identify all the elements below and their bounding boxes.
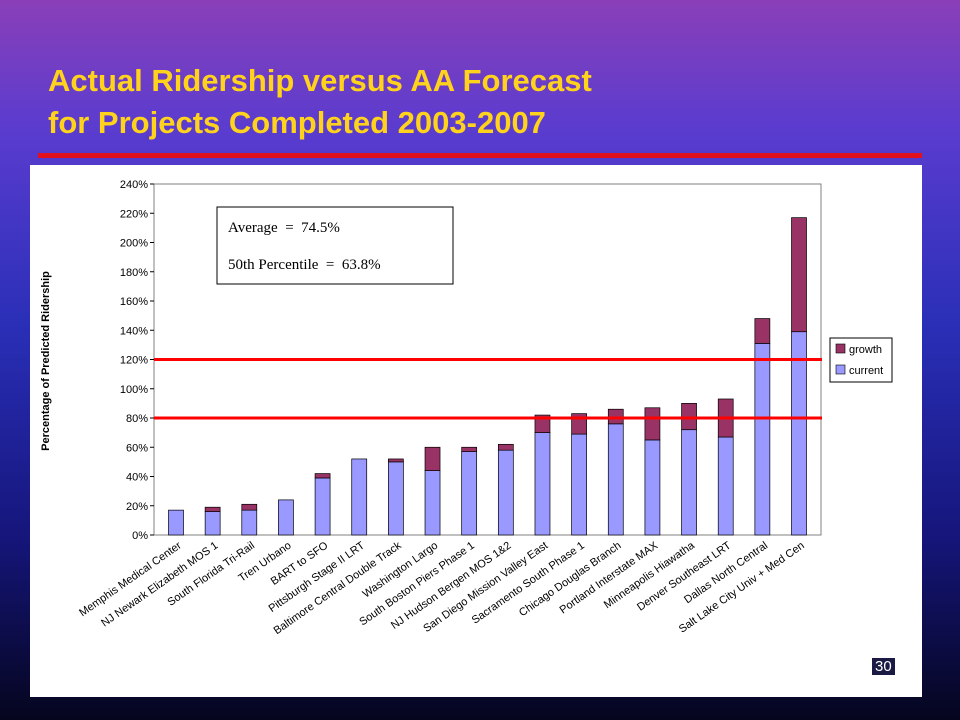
legend: growth current	[829, 337, 893, 383]
bar-current	[717, 436, 734, 536]
ridership-chart: 0% 20% 40% 60% 80% 100% 120% 140% 160% 180% 200% 22…	[40, 179, 893, 637]
bar-current	[791, 331, 807, 536]
slide-title: Actual Ridership versus AA Forecast for …	[48, 60, 592, 144]
annotation-average: Average = 74.5%	[228, 220, 340, 236]
y-tick-label: 80%	[126, 413, 148, 425]
slide-title-line-2: for Projects Completed 2003-2007	[48, 105, 546, 140]
bar-growth	[424, 446, 441, 471]
title-rule	[38, 153, 922, 158]
bar-current	[424, 470, 441, 536]
bar-current	[754, 343, 771, 536]
bar-current	[204, 511, 221, 536]
bar-growth	[754, 318, 771, 344]
y-tick-label: 180%	[120, 267, 148, 279]
bar-current	[497, 449, 514, 536]
slide-title-line-1: Actual Ridership versus AA Forecast	[48, 63, 592, 98]
legend-current-swatch	[835, 364, 846, 375]
y-tick-label: 140%	[120, 325, 148, 337]
y-tick-label: 160%	[120, 296, 148, 308]
bar-current	[571, 433, 587, 536]
page-number: 30	[872, 658, 895, 675]
y-tick-label: 100%	[120, 384, 148, 396]
bar-current	[351, 458, 368, 536]
bar-growth	[241, 503, 258, 511]
legend-growth-label: growth	[849, 344, 882, 356]
bar-current	[644, 439, 661, 536]
y-tick-label: 220%	[120, 208, 148, 220]
bar-current	[461, 451, 478, 536]
bar-current	[278, 499, 294, 536]
bar-current	[388, 461, 404, 536]
y-tick-label: 240%	[120, 179, 148, 191]
y-tick-label: 120%	[120, 355, 148, 367]
bar-current	[681, 429, 697, 536]
bar-growth	[461, 446, 478, 452]
chart-panel: 0% 20% 40% 60% 80% 100% 120% 140% 160% 180% 200% 22…	[30, 165, 922, 697]
bar-growth	[644, 407, 661, 441]
bar-growth	[388, 458, 404, 463]
y-tick-label: 200%	[120, 238, 148, 250]
bar-current	[314, 477, 331, 536]
bar-growth	[791, 217, 807, 333]
bar-current	[607, 423, 624, 536]
bar-growth	[497, 443, 514, 451]
legend-current-label: current	[849, 365, 883, 377]
bar-current	[534, 432, 551, 536]
y-tick-label: 40%	[126, 472, 148, 484]
annotation-box: Average = 74.5% 50th Percentile = 63.8%	[216, 206, 454, 285]
bar-current	[241, 509, 258, 536]
y-tick-label: 20%	[126, 501, 148, 513]
y-tick-label: 60%	[126, 442, 148, 454]
annotation-median: 50th Percentile = 63.8%	[228, 257, 381, 273]
y-axis-label: Percentage of Predicted Ridership	[40, 271, 52, 451]
legend-growth-swatch	[835, 343, 846, 354]
bar-growth	[204, 506, 221, 512]
y-tick-label: 0%	[132, 530, 148, 542]
bar-current	[168, 509, 184, 536]
bar-growth	[314, 473, 331, 479]
